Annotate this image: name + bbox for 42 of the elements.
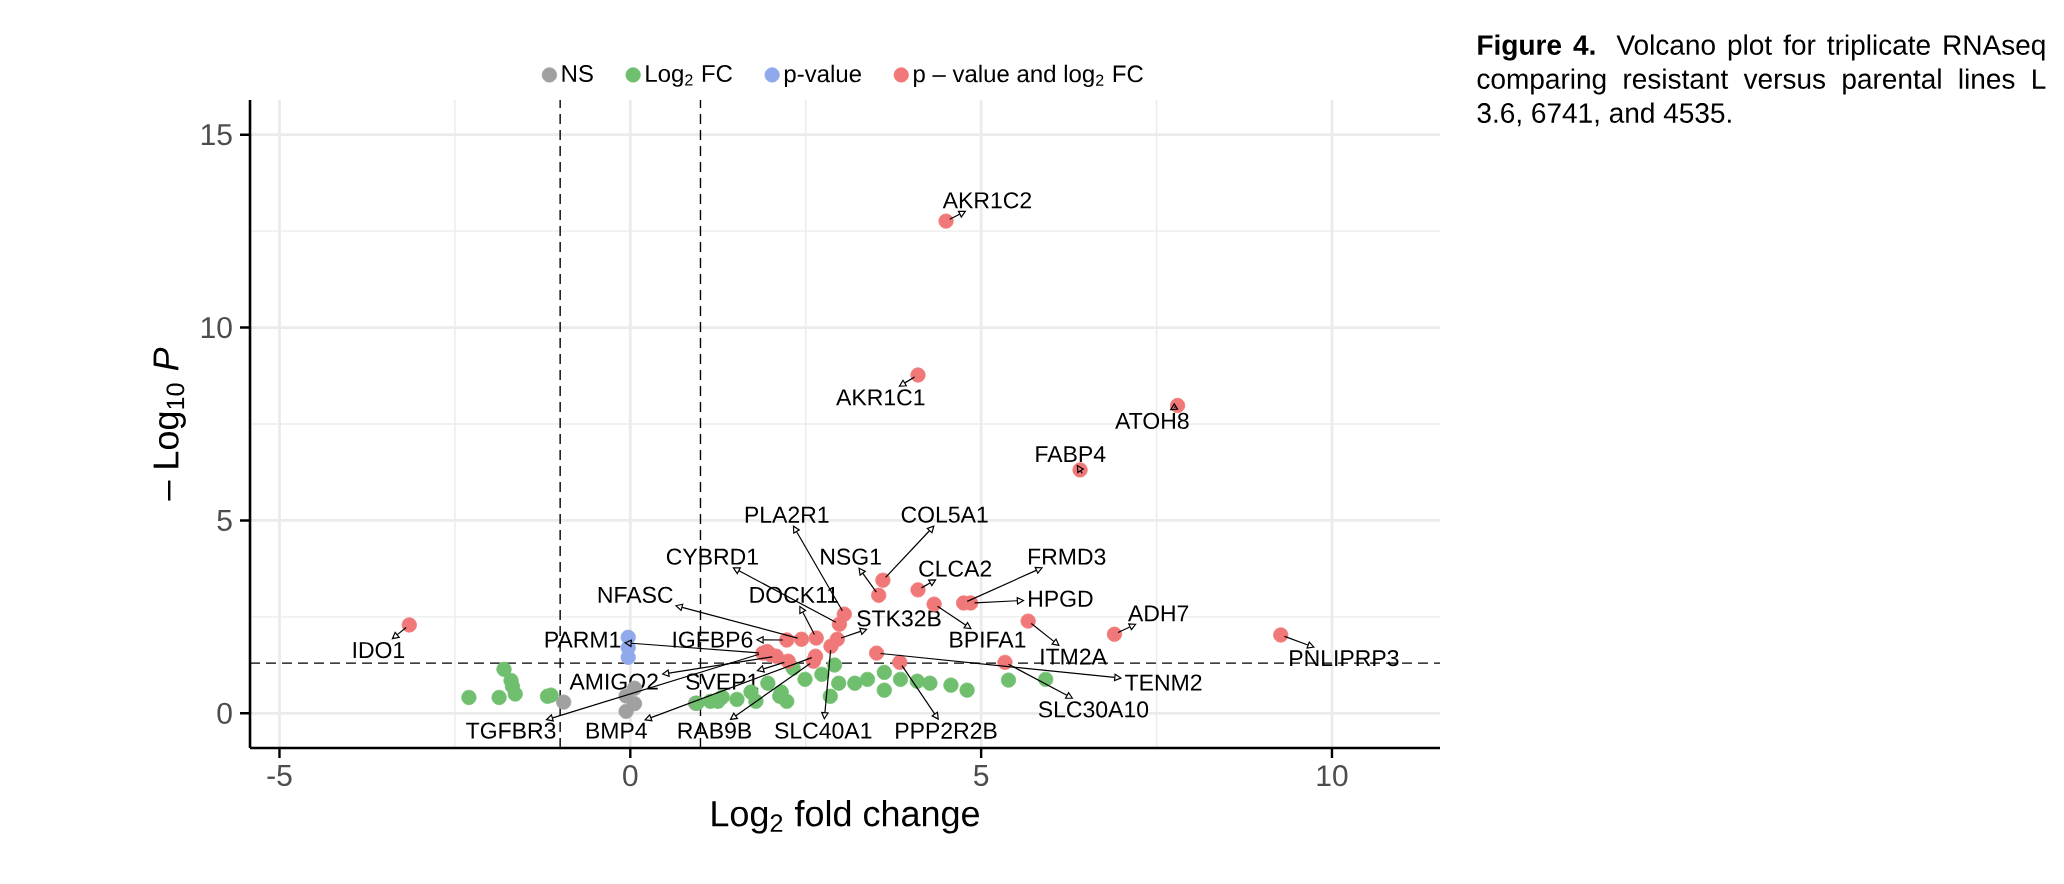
annotation: TGFBR3 xyxy=(466,722,556,739)
x-axis-title: Log$_{2}$ fold change xyxy=(712,800,979,834)
y-axis-title: – Log$_{10}$ P xyxy=(153,347,186,501)
y-tick-label: 15 xyxy=(201,124,232,146)
annotation: IGFBP6 xyxy=(673,631,753,648)
annotation: IDO1 xyxy=(353,641,405,659)
annotation: PLA2R1 xyxy=(745,506,829,523)
annotation: AKR1C1 xyxy=(836,389,925,406)
annotation: RAB9B xyxy=(678,722,751,739)
annotation: BPIFA1 xyxy=(950,631,1026,648)
annotation: BMP4 xyxy=(586,722,647,739)
annotation: CLCA2 xyxy=(919,560,992,577)
annotation: NFASC xyxy=(598,586,673,604)
annotation: SLC30A10 xyxy=(1038,701,1149,718)
x-tick-label: 10 xyxy=(1317,765,1348,787)
y-tick-label: 5 xyxy=(217,509,232,531)
x-tick-label: -5 xyxy=(267,765,292,786)
annotation: TENM2 xyxy=(1125,674,1202,691)
annotation: FRMD3 xyxy=(1029,548,1106,565)
annotation: ADH7 xyxy=(1128,605,1189,622)
annotation: STK32B xyxy=(857,610,941,627)
legend-label: NS xyxy=(562,65,593,83)
annotation: ITM2A xyxy=(1041,648,1107,665)
annotation: PARM1 xyxy=(545,631,621,648)
annotation: AKR1C2 xyxy=(942,192,1032,209)
annotation: PNLIPRP3 xyxy=(1290,649,1399,667)
x-tick-label: 5 xyxy=(973,765,989,786)
y-tick-label: 10 xyxy=(201,316,232,339)
annotation: HPGD xyxy=(1029,590,1093,607)
annotation: PPP2R2B xyxy=(896,722,997,739)
annotation: NSG1 xyxy=(821,548,881,565)
text: Figure 4. Volcano plot for triplicate RNAseq comparing resistant versus parental lines L 3.6, 6741, and 4535. xyxy=(1477,34,2046,127)
annotation: CYBRD1 xyxy=(666,548,758,565)
annotation: COL5A1 xyxy=(901,506,988,523)
annotation: ATOH8 xyxy=(1115,412,1189,430)
annotation: SLC40A1 xyxy=(775,722,872,739)
legend-label: p-value xyxy=(784,64,861,88)
legend-label: Log$_{2}$ FC xyxy=(646,65,733,87)
annotation: FABP4 xyxy=(1036,446,1106,462)
y-tick-label: 0 xyxy=(217,702,232,724)
legend-label: p – value and log$_{2}$ FC xyxy=(913,64,1143,88)
x-tick-label: 0 xyxy=(623,765,638,787)
